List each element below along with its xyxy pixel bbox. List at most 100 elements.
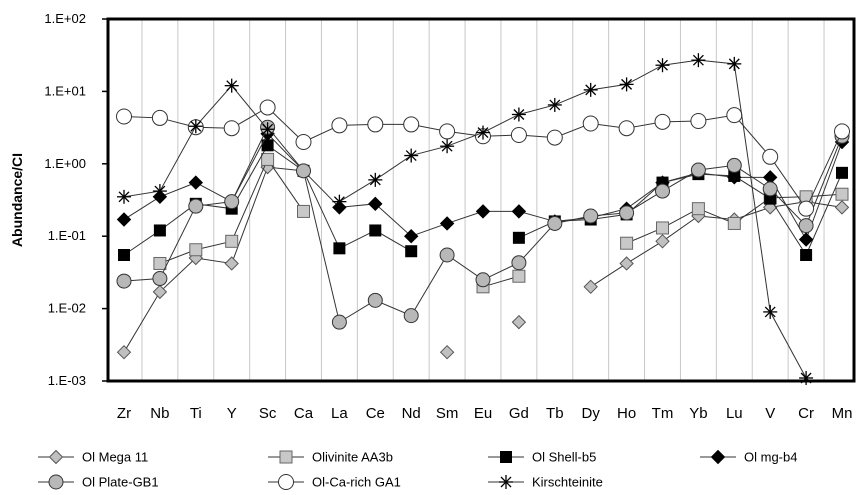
legend-label: Olivinite AA3b: [312, 450, 393, 465]
star-stroke: [621, 78, 633, 90]
data-point: [331, 117, 348, 134]
data-point: [297, 204, 310, 218]
x-tick-label: Ce: [366, 405, 385, 422]
data-point: [331, 314, 347, 330]
data-point: [116, 212, 132, 227]
data-point: [582, 115, 599, 132]
data-point: [118, 248, 130, 261]
x-axis-ticks: Zr Nb Ti Y Sc Ca La Ce Nd Sm Eu Gd Tb Dy Ho Tm Yb Lu V Cr Mn: [117, 405, 853, 422]
data-point: [367, 116, 384, 133]
data-point: [655, 234, 670, 249]
data-point: [619, 256, 634, 271]
data-point: [726, 157, 742, 173]
legend-label: Kirschteinite: [532, 475, 603, 490]
legend-item: Ol-Ca-rich GA1: [268, 474, 401, 490]
data-point: [223, 120, 240, 137]
data-point: [332, 194, 347, 209]
data-point: [116, 344, 132, 360]
x-tick-label: Y: [227, 405, 237, 422]
data-point: [512, 231, 525, 244]
legend-marker: [48, 449, 64, 465]
data-point: [260, 122, 275, 137]
x-tick-label: Tb: [546, 405, 564, 422]
star-stroke: [477, 127, 489, 139]
data-point: [691, 53, 706, 68]
legend-item: Ol Mega 11: [38, 450, 148, 465]
star-stroke: [764, 306, 776, 318]
data-point: [690, 113, 707, 130]
x-tick-label: Nb: [150, 405, 169, 422]
x-tick-label: Yb: [689, 405, 707, 422]
x-tick-label: Lu: [726, 405, 743, 422]
star-stroke: [190, 120, 202, 132]
data-point: [368, 196, 383, 212]
data-point: [798, 218, 814, 234]
legend-item: Ol Plate-GB1: [38, 474, 159, 490]
legend-item: Kirschteinite: [488, 475, 603, 490]
data-point: [546, 129, 563, 146]
data-point: [835, 187, 849, 201]
y-tick-label: 1.E+00: [44, 156, 86, 171]
data-point: [116, 273, 132, 289]
data-point: [583, 279, 598, 295]
data-point: [188, 198, 204, 214]
data-point: [727, 170, 742, 185]
y-tick-label: 1.E-03: [48, 373, 86, 388]
data-point: [799, 371, 814, 386]
x-tick-label: Zr: [117, 405, 131, 422]
data-point: [547, 97, 562, 112]
star-stroke: [405, 150, 417, 162]
data-point: [439, 344, 455, 360]
series-kirschteinite: [117, 53, 814, 386]
legend-label: Ol mg-b4: [744, 450, 797, 465]
data-point: [798, 232, 814, 247]
legend-marker: [279, 450, 293, 464]
data-point: [295, 134, 312, 151]
data-point: [511, 204, 527, 219]
data-point: [727, 216, 741, 230]
data-point: [152, 184, 167, 199]
data-point: [619, 205, 635, 221]
data-point: [224, 78, 239, 93]
data-point: [116, 108, 132, 125]
legend-marker: [710, 449, 726, 465]
data-point: [834, 200, 850, 215]
star-stroke: [441, 140, 453, 152]
plot-frame: [106, 17, 856, 383]
data-point: [798, 200, 815, 217]
legend-marker: [48, 474, 64, 490]
star-stroke: [728, 58, 740, 70]
series-ol-plate-gb1: [116, 119, 850, 330]
data-point: [800, 248, 813, 261]
legend-item: Ol Shell-b5: [488, 450, 596, 465]
x-tick-label: Sm: [436, 405, 459, 422]
data-point: [152, 271, 168, 287]
data-point: [834, 123, 850, 140]
data-point: [583, 82, 598, 97]
data-point: [547, 215, 563, 231]
data-point: [836, 166, 848, 179]
legend-item: Ol mg-b4: [700, 450, 797, 465]
star-stroke: [549, 99, 561, 111]
data-point: [762, 181, 778, 197]
data-point: [691, 202, 705, 216]
star-stroke: [226, 80, 238, 92]
x-tick-label: Ca: [294, 405, 314, 422]
data-point: [656, 221, 669, 235]
star-stroke: [262, 123, 274, 135]
data-point: [439, 123, 456, 140]
data-point: [619, 77, 634, 92]
star-stroke: [369, 174, 381, 186]
data-point: [296, 163, 311, 179]
data-point: [403, 116, 420, 133]
data-point: [512, 269, 526, 283]
data-point: [189, 243, 203, 257]
x-tick-label: Sc: [259, 405, 277, 422]
data-point: [440, 139, 455, 154]
data-point: [368, 172, 383, 187]
data-point: [153, 256, 167, 270]
data-point: [261, 152, 275, 166]
data-point: [511, 314, 527, 330]
data-point: [654, 113, 671, 130]
x-tick-label: Tm: [652, 405, 674, 422]
